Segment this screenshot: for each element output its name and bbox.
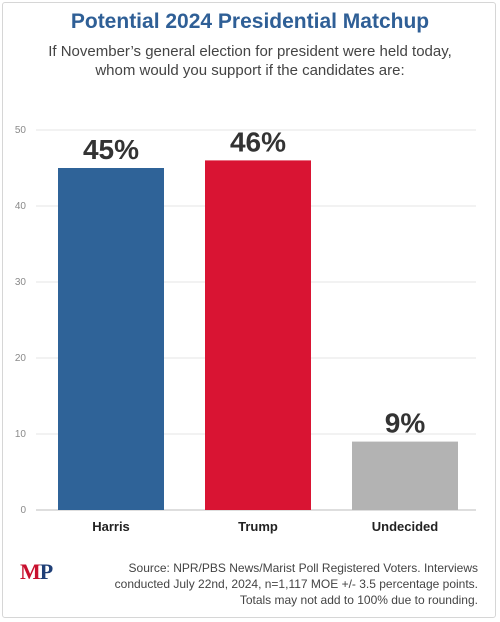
data-label: 9% <box>385 408 426 439</box>
y-tick-label: 20 <box>15 353 27 364</box>
category-label: Trump <box>238 519 278 534</box>
data-label: 45% <box>83 134 139 165</box>
y-tick-label: 50 <box>15 125 27 136</box>
source-note: Source: NPR/PBS News/Marist Poll Registe… <box>98 560 478 608</box>
bar-undecided <box>352 441 458 510</box>
subtitle-line-1: If November’s general election for presi… <box>48 43 452 60</box>
data-label: 46% <box>230 126 286 157</box>
subtitle-line-2: whom would you support if the candidates… <box>95 62 405 79</box>
y-tick-label: 0 <box>20 505 26 516</box>
category-label: Undecided <box>372 519 439 534</box>
y-tick-label: 40 <box>15 201 27 212</box>
category-label: Harris <box>92 519 130 534</box>
chart-title: Potential 2024 Presidential Matchup <box>70 10 430 33</box>
y-tick-label: 30 <box>15 277 27 288</box>
marist-poll-logo: MP <box>20 559 53 584</box>
source-line-1: Source: NPR/PBS News/Marist Poll Registe… <box>128 561 478 575</box>
y-tick-label: 10 <box>15 429 27 440</box>
chart-subtitle: If November’s general election for presi… <box>20 42 480 80</box>
bar-trump <box>205 160 311 510</box>
bar-harris <box>58 168 164 510</box>
source-line-3: Totals may not add to 100% due to roundi… <box>239 593 478 607</box>
bar-chart: 0 10 20 30 40 50 45% Harris 46% Trump 9% Undecided <box>15 125 476 534</box>
source-line-2: conducted July 22nd, 2024, n=1,117 MOE +… <box>114 577 478 591</box>
